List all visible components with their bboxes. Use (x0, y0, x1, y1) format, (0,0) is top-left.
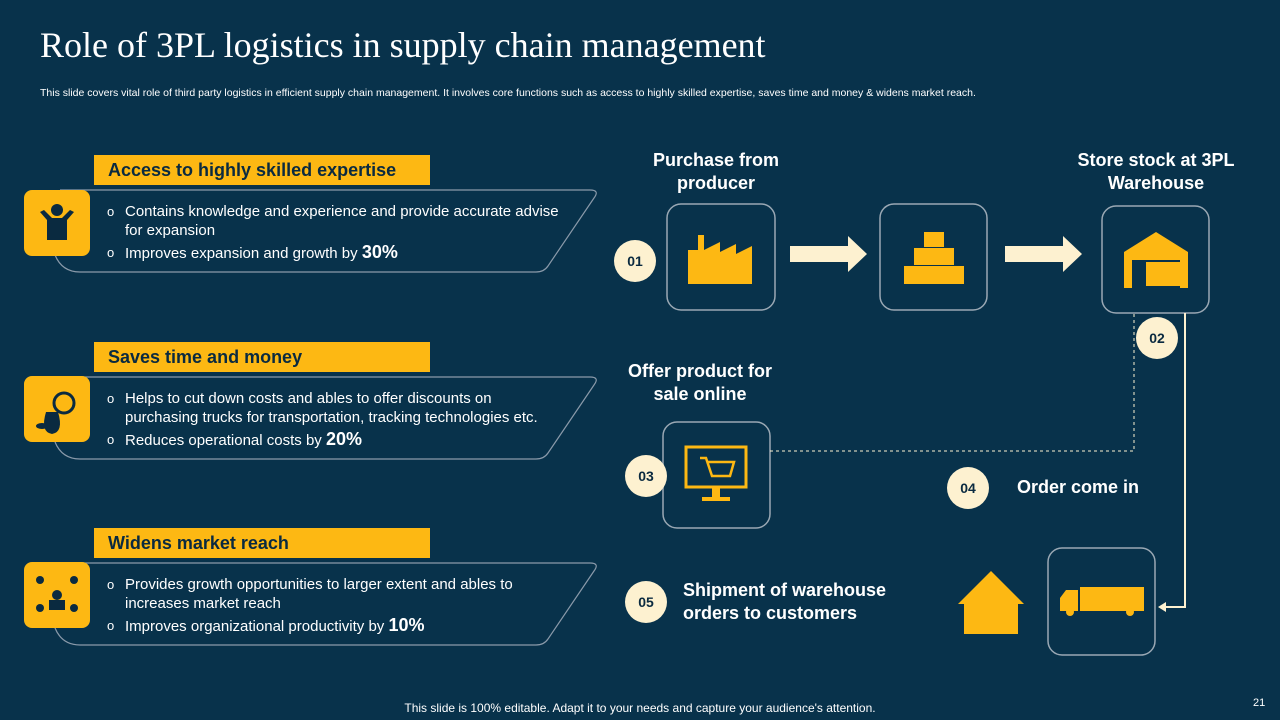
bullet-text: Helps to cut down costs and ables to off… (125, 389, 538, 426)
bullet: Provides growth opportunities to larger … (107, 575, 567, 613)
bullet-highlight: 10% (388, 615, 425, 635)
step-box (879, 203, 988, 311)
bullet: Helps to cut down costs and ables to off… (107, 389, 567, 427)
arrows (790, 236, 1082, 272)
function-title: Widens market reach (94, 528, 430, 558)
step-label: Order come in (1017, 477, 1140, 497)
bullet-text: Contains knowledge and experience and pr… (125, 203, 559, 239)
bullet: Improves expansion and growth by 30% (107, 243, 567, 263)
bullet-text: Improves organizational productivity by (125, 618, 385, 635)
card-outlines (54, 189, 597, 646)
step-number: 05 (625, 581, 667, 623)
bullet-highlight: 20% (325, 428, 362, 449)
bullet-text: Improves expansion and growth by (125, 245, 358, 262)
bullet-highlight: 30% (361, 242, 398, 262)
icon-glyphs (36, 204, 78, 612)
bullet-text: Reduces operational costs by (125, 431, 322, 449)
step-number: 01 (614, 240, 656, 282)
footer-note: This slide is 100% editable. Adapt it to… (404, 701, 876, 715)
bullet-list: Provides growth opportunities to larger … (107, 575, 567, 639)
dashed-connector (770, 313, 1135, 452)
card-outline (54, 376, 597, 460)
card-outline (54, 562, 597, 646)
step-label: Store stock at 3PL Warehouse (1077, 150, 1235, 193)
step-number: 04 (947, 467, 989, 509)
step-number: 02 (1136, 317, 1178, 359)
step-box (1047, 547, 1156, 656)
arrow (1005, 236, 1082, 272)
arrow (790, 236, 867, 272)
subtitle: This slide covers vital role of third pa… (40, 87, 976, 99)
connector-head (1158, 602, 1166, 612)
function-title: Saves time and money (94, 341, 430, 372)
step-label: Shipment of warehouse orders to customer… (683, 580, 887, 623)
bullet: Contains knowledge and experience and pr… (107, 202, 567, 240)
step-label: Purchase from producer (652, 150, 780, 193)
page-number: 21 (1253, 697, 1266, 709)
connector (1162, 313, 1186, 608)
bullet-list: Helps to cut down costs and ables to off… (107, 389, 567, 453)
step-icons (684, 232, 1188, 634)
bullet-list: Contains knowledge and experience and pr… (107, 202, 567, 266)
bullet: Reduces operational costs by 20% (107, 428, 567, 450)
bullet: Improves organizational productivity by … (107, 616, 567, 636)
step-number: 03 (625, 455, 667, 497)
function-title: Access to highly skilled expertise (94, 155, 430, 185)
step-label: Offer product for sale online (628, 361, 772, 404)
bullet-text: Provides growth opportunities to larger … (125, 576, 513, 612)
step-box (666, 203, 776, 311)
step-box (1101, 205, 1210, 314)
title: Role of 3PL logistics in supply chain ma… (40, 25, 766, 65)
card-outline (54, 189, 597, 273)
